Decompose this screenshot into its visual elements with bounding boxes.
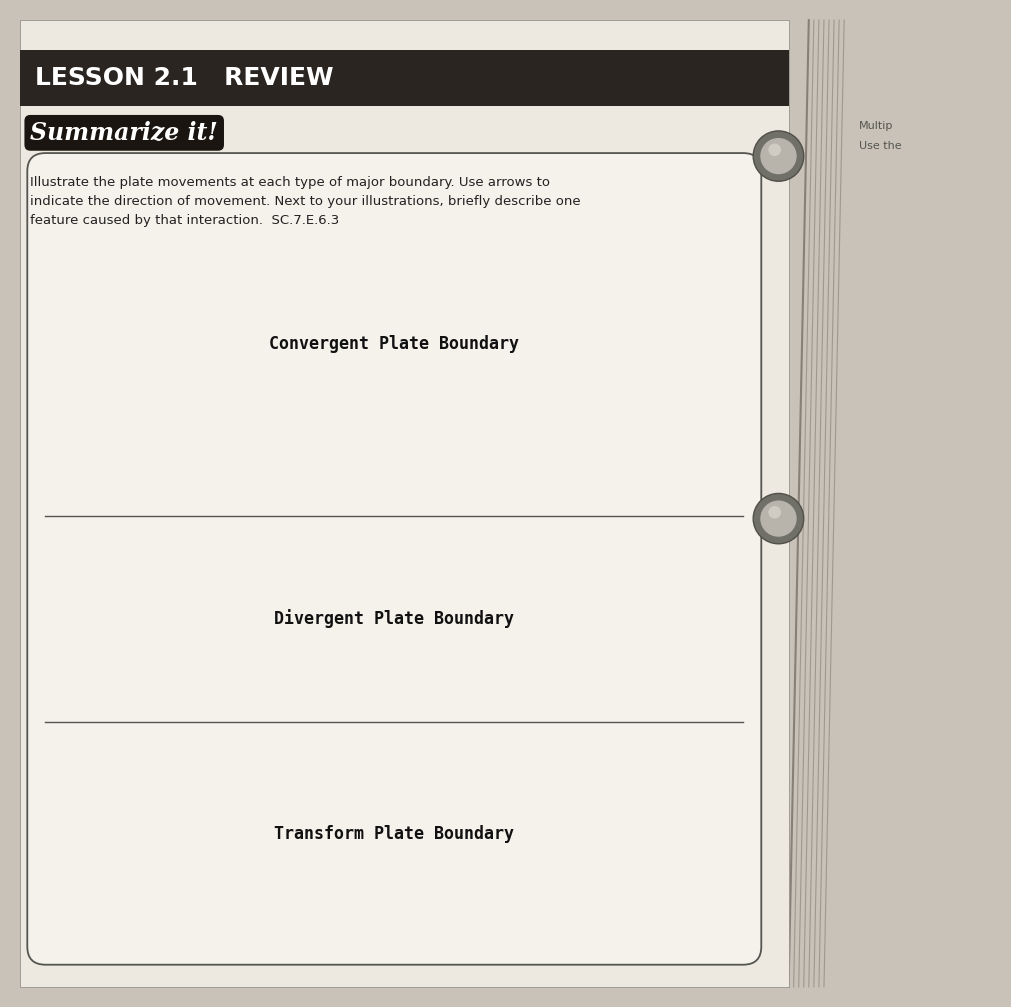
FancyBboxPatch shape [20,50,789,106]
Text: Illustrate the plate movements at each type of major boundary. Use arrows to
ind: Illustrate the plate movements at each t… [30,176,581,228]
Text: Transform Plate Boundary: Transform Plate Boundary [274,825,515,843]
FancyBboxPatch shape [27,153,761,965]
Circle shape [753,131,804,181]
Circle shape [760,138,797,174]
FancyBboxPatch shape [20,20,789,987]
Text: Use the: Use the [859,141,902,151]
Circle shape [768,143,782,156]
Text: Multip: Multip [859,121,894,131]
Circle shape [760,500,797,537]
Text: Divergent Plate Boundary: Divergent Plate Boundary [274,609,515,628]
Text: LESSON 2.1   REVIEW: LESSON 2.1 REVIEW [35,66,334,90]
Circle shape [768,506,782,519]
Text: Convergent Plate Boundary: Convergent Plate Boundary [269,334,520,352]
Text: Summarize it!: Summarize it! [30,121,218,145]
Circle shape [753,493,804,544]
